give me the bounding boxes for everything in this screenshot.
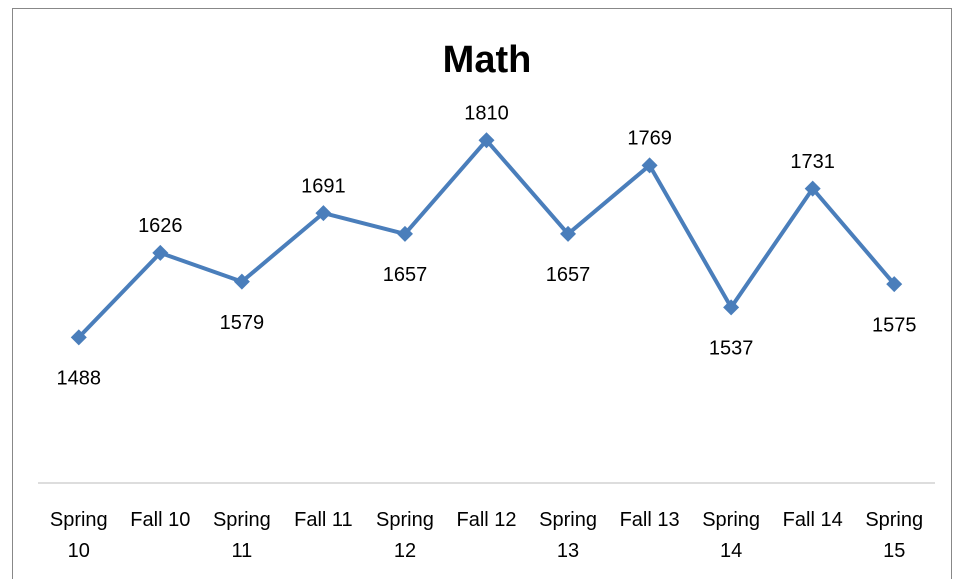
data-label: 1626 [138,215,183,237]
x-tick-label: Fall 12 [456,509,517,531]
marker [152,244,169,261]
marker [478,132,495,149]
x-tick-label: Fall 13 [619,509,680,531]
data-label: 1537 [709,338,754,360]
x-tick-label: Spring 15 [865,509,924,562]
chart-frame [12,8,952,579]
data-label: 1731 [790,151,835,173]
marker [396,225,413,242]
x-tick-label: Fall 14 [782,509,843,531]
data-label: 1579 [220,312,265,334]
data-label: 1810 [464,103,509,125]
x-tick-label: Spring 13 [539,509,597,562]
x-tick-label: Spring 12 [376,509,434,562]
x-tick-label: Fall 10 [130,509,191,531]
x-tick-label: Spring 14 [702,509,761,562]
marker [723,299,740,316]
marker [886,276,903,293]
series-line [77,138,896,339]
chart-title: Math [443,39,532,81]
data-label: 1575 [872,314,917,336]
data-label: 1691 [301,175,346,197]
marker [804,180,821,197]
data-label: 1488 [57,368,102,390]
x-tick-label: Spring 11 [212,509,271,562]
data-label: 1657 [383,264,428,286]
x-tick-label: Spring 10 [49,509,108,562]
marker [233,273,250,290]
marker [315,205,332,222]
data-label: 1769 [627,128,672,150]
data-label: 1657 [546,264,591,286]
marker [641,157,658,174]
x-tick-label: Fall 11 [294,509,353,531]
marker [70,329,87,346]
marker [560,225,577,242]
